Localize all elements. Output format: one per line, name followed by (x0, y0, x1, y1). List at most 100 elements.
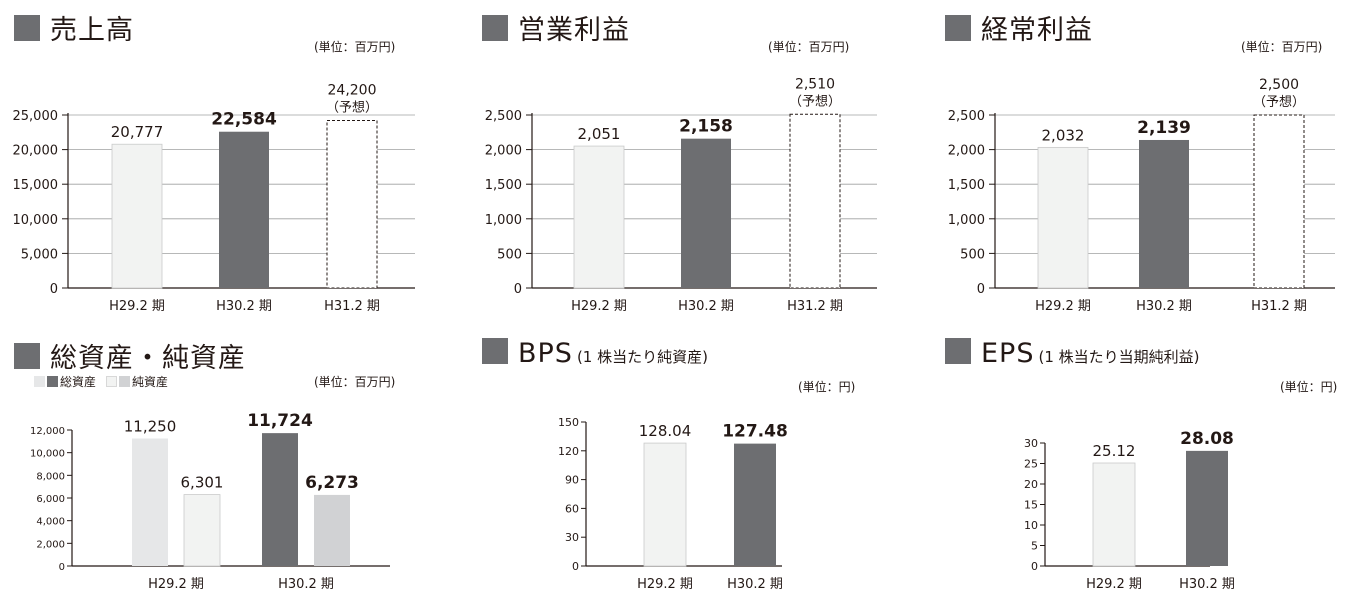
x-tick-label: H29.2 期 (109, 299, 165, 314)
eps-chart: 0 5 10 15 20 25 30 25.12 H29.2 期 28.08 H30.2 期 (1024, 429, 1235, 592)
bar (326, 120, 378, 289)
y-tick-label: 2,500 (485, 109, 522, 124)
unit-label: (単位：百万円) (314, 375, 396, 389)
unit-label: (単位：百万円) (1241, 40, 1323, 54)
panel-subtitle: (1 株当たり当期純利益) (1038, 348, 1200, 366)
y-tick-label: 25,000 (13, 109, 59, 124)
operating-income-chart: 0 500 1,000 1,500 2,000 2,500 2,051 H29.2 期 2,15… (485, 76, 877, 314)
y-tick-label: 60 (565, 502, 579, 515)
panel-title: 経常利益 (945, 8, 1093, 47)
bar (132, 438, 168, 566)
x-tick-label: H30.2 期 (278, 577, 334, 592)
panel-net-sales: 売上高 (単位：百万円) 0 5,000 10,000 15,000 20,000 25,… (0, 0, 440, 325)
panel-title: EPS (1 株当たり当期純利益) (945, 336, 1200, 369)
bar (681, 138, 731, 288)
data-label: 2,158 (679, 117, 733, 137)
y-tick-label: 2,000 (485, 144, 522, 159)
panel-title-text: 総資産・純資産 (50, 343, 246, 374)
y-tick-label: 20 (1024, 478, 1038, 491)
data-label: 28.08 (1180, 429, 1234, 449)
legend-swatch-light (106, 376, 118, 387)
y-tick-label: 10,000 (30, 449, 65, 460)
panel-assets: 総資産・純資産 総資産 純資産 (単位：百万円) 0 2,000 4,000 6,00… (0, 330, 440, 600)
bar (734, 443, 776, 566)
title-square-icon (482, 15, 508, 41)
y-tick-label: 15,000 (13, 178, 59, 193)
y-tick-label: 0 (1031, 560, 1038, 573)
y-tick-label: 25 (1024, 458, 1038, 471)
title-square-icon (945, 338, 971, 364)
bar (219, 131, 269, 288)
bar (262, 433, 298, 566)
title-square-icon (14, 343, 40, 369)
data-label: 127.48 (722, 422, 788, 442)
data-label: 2,139 (1137, 118, 1191, 138)
y-tick-label: 12,000 (30, 426, 65, 437)
x-tick-label: H29.2 期 (1086, 577, 1142, 592)
data-label: 11,724 (247, 411, 313, 431)
y-tick-label: 20,000 (13, 144, 59, 159)
y-tick-label: 90 (565, 474, 579, 487)
bar (111, 143, 163, 289)
y-tick-label: 150 (558, 416, 579, 429)
y-tick-label: 2,000 (948, 144, 985, 159)
unit-label: (単位：百万円) (314, 40, 396, 54)
y-tick-label: 10,000 (13, 213, 59, 228)
x-tick-label: H30.2 期 (727, 577, 783, 592)
data-label: 2,500 (1259, 77, 1299, 93)
y-tick-label: 1,500 (948, 178, 985, 193)
data-label: 128.04 (639, 422, 692, 440)
assets-chart: 0 2,000 4,000 6,000 8,000 10,000 12,000 11,250 6… (30, 411, 390, 592)
y-tick-label: 2,000 (36, 539, 65, 550)
data-label: 2,032 (1042, 126, 1085, 144)
bar (573, 145, 625, 289)
bar (1139, 139, 1189, 288)
panel-title-text: 営業利益 (518, 15, 630, 46)
forecast-note: （予想） (789, 93, 841, 109)
bar (1037, 146, 1089, 289)
unit-label: (単位：百万円) (768, 40, 850, 54)
panel-title-text: BPS (518, 338, 573, 369)
x-tick-label: H29.2 期 (571, 299, 627, 314)
x-tick-label: H31.2 期 (787, 299, 843, 314)
y-tick-label: 5 (1031, 540, 1038, 553)
bar (1186, 450, 1228, 566)
legend-swatch-mid (119, 376, 131, 387)
x-tick-label: H30.2 期 (1136, 299, 1192, 314)
data-label: 20,777 (111, 123, 164, 141)
x-tick-label: H29.2 期 (1035, 299, 1091, 314)
data-label: 25.12 (1093, 442, 1136, 460)
y-tick-label: 6,000 (36, 494, 65, 505)
bar (789, 113, 841, 289)
y-tick-label: 0 (59, 562, 65, 573)
panel-operating-income: 営業利益 (単位：百万円) 0 500 1,000 1,500 2,000 2,500 2,… (462, 0, 902, 325)
legend-swatch-dark (47, 376, 58, 387)
data-label: 2,510 (795, 76, 835, 92)
title-square-icon (14, 15, 40, 41)
unit-label: (単位：円) (798, 380, 856, 394)
data-label: 6,273 (305, 473, 359, 493)
y-tick-label: 4,000 (36, 517, 65, 528)
panel-title-text: 売上高 (50, 15, 134, 46)
y-tick-label: 500 (960, 247, 985, 262)
bar (314, 494, 350, 566)
panel-title: 売上高 (14, 8, 134, 47)
y-tick-label: 2,500 (948, 109, 985, 124)
y-tick-label: 120 (558, 445, 579, 458)
y-tick-label: 5,000 (21, 247, 58, 262)
unit-label: (単位：円) (1280, 380, 1338, 394)
y-tick-label: 1,000 (948, 213, 985, 228)
y-tick-label: 0 (572, 560, 579, 573)
y-tick-label: 500 (497, 247, 522, 262)
x-tick-label: H30.2 期 (678, 299, 734, 314)
data-label: 2,051 (578, 125, 621, 143)
y-tick-label: 1,000 (485, 213, 522, 228)
legend-swatch-pale (34, 376, 45, 387)
x-tick-label: H29.2 期 (637, 577, 693, 592)
chart-legend: 総資産 純資産 (34, 373, 168, 390)
title-square-icon (482, 338, 508, 364)
forecast-note: （予想） (326, 100, 378, 116)
panel-bps: BPS (1 株当たり純資産) (単位：円) 0 30 60 90 120 150 128.… (462, 330, 902, 600)
x-tick-label: H29.2 期 (148, 577, 204, 592)
data-label: 24,200 (328, 83, 377, 99)
